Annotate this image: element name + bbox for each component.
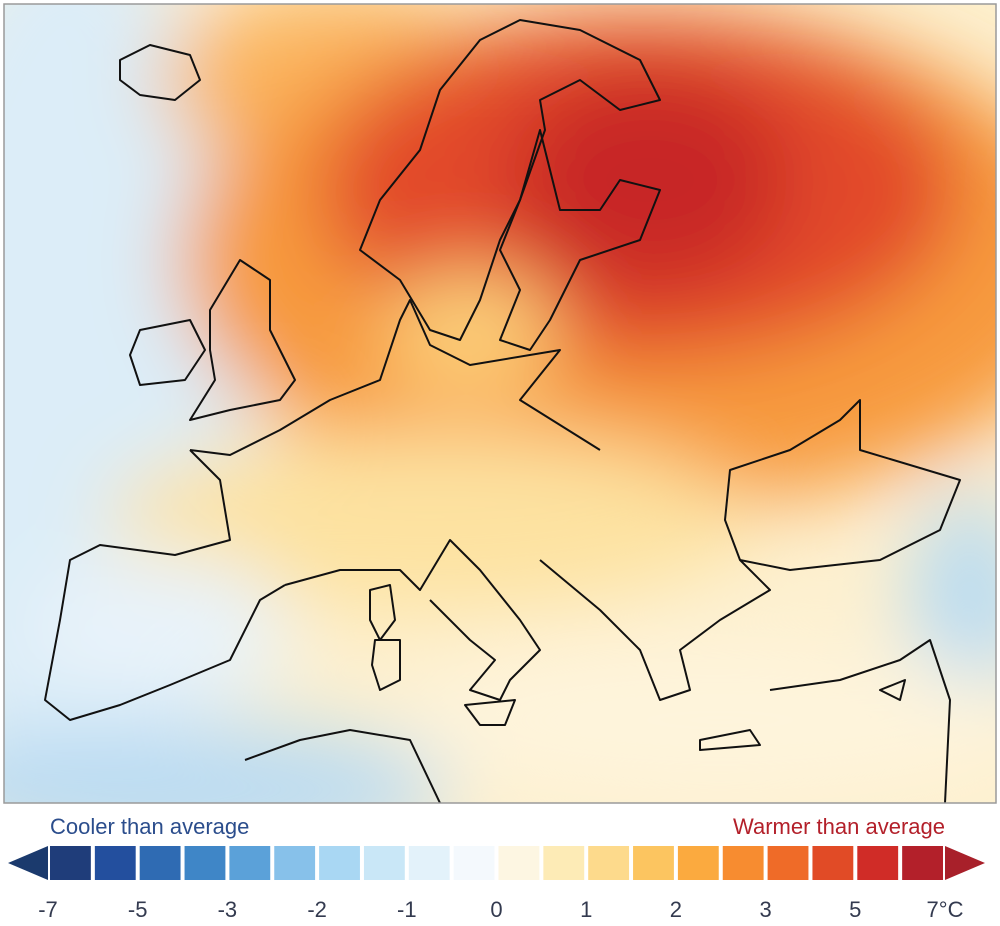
color-box — [812, 846, 854, 880]
tick-label: 7°C — [927, 897, 964, 922]
color-box — [767, 846, 809, 880]
color-box — [274, 846, 316, 880]
color-box — [94, 846, 136, 880]
anomaly-field — [4, 4, 996, 803]
color-box — [902, 846, 943, 880]
map-frame — [3, 3, 997, 804]
color-box — [498, 846, 540, 880]
tick-label: 2 — [670, 897, 682, 922]
cooler-label: Cooler than average — [50, 814, 249, 839]
color-box — [363, 846, 405, 880]
warmer-label: Warmer than average — [733, 814, 945, 839]
color-box — [229, 846, 271, 880]
color-box — [588, 846, 630, 880]
tick-label: -1 — [397, 897, 417, 922]
tick-label: 1 — [580, 897, 592, 922]
tick-label: 3 — [759, 897, 771, 922]
color-box — [319, 846, 360, 880]
color-box — [543, 846, 585, 880]
tick-label: 0 — [490, 897, 502, 922]
coastlines — [44, 19, 961, 803]
color-box — [408, 846, 450, 880]
color-box — [50, 846, 91, 880]
color-box — [139, 846, 181, 880]
tick-label: -3 — [218, 897, 238, 922]
colorbar: -7 -5 -3 -2 -1 0 1 2 3 5 7°C — [8, 846, 985, 922]
over-arrow — [945, 846, 985, 880]
under-arrow — [8, 846, 48, 880]
color-box — [633, 846, 674, 880]
map — [4, 4, 996, 803]
color-box — [184, 846, 226, 880]
color-box — [857, 846, 899, 880]
tick-label: -2 — [307, 897, 327, 922]
color-box — [677, 846, 719, 880]
color-box — [722, 846, 764, 880]
tick-label: 5 — [849, 897, 861, 922]
tick-label: -5 — [128, 897, 148, 922]
tick-label: -7 — [38, 897, 58, 922]
color-box — [453, 846, 495, 880]
